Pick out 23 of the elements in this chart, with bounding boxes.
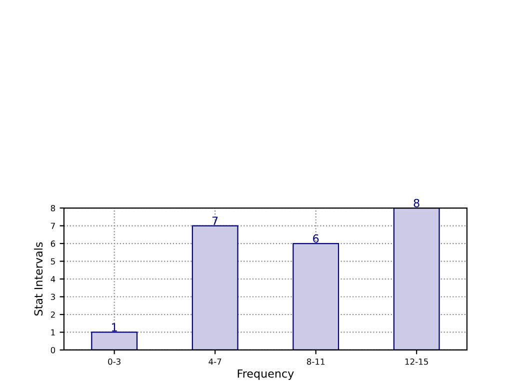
y-tick-label: 0 [50, 346, 56, 354]
y-tick-label: 4 [50, 276, 56, 282]
y-tick-label: 5 [50, 258, 55, 265]
data-label: 1 [112, 323, 117, 332]
y-tick-label: 8 [50, 205, 56, 212]
bar [192, 225, 238, 350]
x-tick-label: 4-7 [208, 358, 222, 365]
x-tick-label: 12-15 [405, 358, 428, 365]
x-tick-label: 8-11 [306, 358, 325, 365]
x-axis-title: Frequency [238, 370, 294, 380]
y-tick-label: 3 [50, 294, 55, 300]
y-axis-title: Stat Intervals [34, 242, 43, 316]
y-tick-label: 1 [51, 329, 55, 336]
y-tick-label: 7 [51, 222, 55, 229]
data-label: 7 [212, 216, 218, 225]
bar [91, 332, 138, 350]
bar [393, 208, 440, 350]
data-label: 8 [414, 198, 420, 208]
y-tick-label: 6 [50, 240, 56, 247]
bar [292, 242, 340, 350]
x-tick-label: 0-3 [108, 358, 120, 365]
data-label: 6 [313, 234, 319, 243]
y-tick-label: 2 [50, 311, 55, 318]
